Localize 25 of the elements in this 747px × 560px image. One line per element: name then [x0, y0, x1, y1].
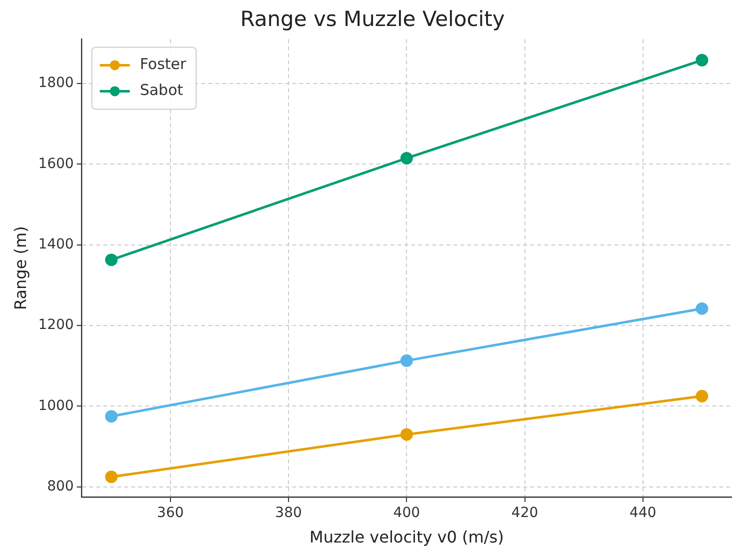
point: [696, 390, 708, 402]
y-axis-title: Range (m): [10, 226, 30, 310]
x-tick-label: 400: [393, 505, 420, 522]
point: [105, 254, 118, 266]
point: [400, 354, 413, 367]
y-tick-label: 1600: [38, 156, 74, 172]
legend-label: Foster: [140, 55, 188, 74]
legend-label: Sabot: [140, 81, 184, 100]
y-tick-label: 1800: [38, 75, 74, 92]
y-tick-label: 1000: [38, 398, 74, 414]
point: [105, 410, 118, 423]
chart-title: Range vs Muzzle Velocity: [240, 7, 505, 32]
point: [696, 54, 708, 66]
x-tick-label: 440: [630, 505, 656, 522]
point: [400, 152, 413, 164]
point: [400, 428, 413, 441]
x-tick-label: 360: [157, 505, 184, 522]
point: [105, 470, 118, 484]
y-tick-label: 1400: [38, 236, 74, 253]
x-tick-label: 380: [275, 505, 302, 522]
point: [696, 302, 708, 315]
x-axis-title: Muzzle velocity v0 (m/s): [310, 528, 504, 547]
y-tick-label: 800: [47, 478, 74, 495]
y-tick-label: 1200: [38, 317, 74, 334]
x-tick-label: 420: [511, 505, 538, 522]
